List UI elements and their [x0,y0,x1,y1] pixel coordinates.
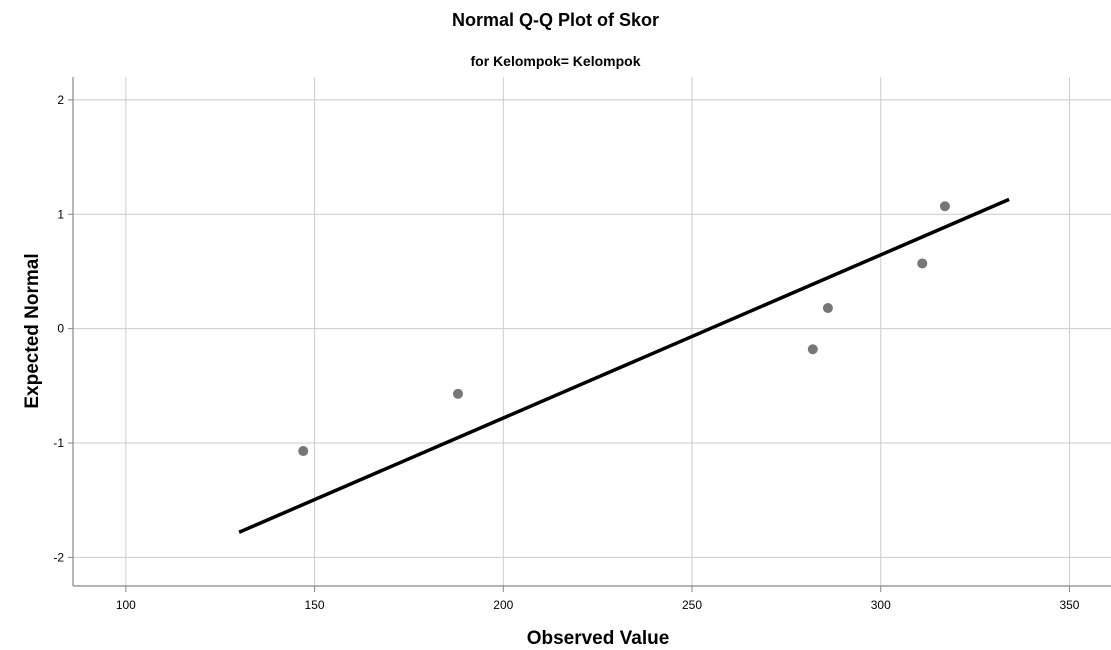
y-axis-label: Expected Normal [22,253,43,409]
y-tick-label: -1 [53,436,64,450]
chart-subtitle: for Kelompok= Kelompok [470,53,641,69]
y-tick-label: 1 [57,207,64,221]
x-tick-label: 250 [682,598,702,612]
y-tick-label: 2 [57,93,64,107]
gridlines [73,77,1111,586]
data-point [917,258,928,269]
y-tick-label: 0 [57,322,64,336]
x-tick-label: 150 [305,598,325,612]
data-point [939,201,950,212]
y-tick-labels: 2 1 0 -1 -2 [53,93,64,565]
axes [68,77,1111,592]
data-point [822,303,833,314]
x-axis-label: Observed Value [526,628,670,649]
chart-title: Normal Q-Q Plot of Skor [451,10,660,30]
data-point [807,344,818,355]
y-tick-label: -2 [53,550,64,564]
data-point [453,388,464,399]
reference-line [238,197,1010,534]
x-tick-label: 300 [871,598,891,612]
reference-line-group [238,197,1010,534]
data-points [298,201,950,457]
x-tick-label: 350 [1059,598,1079,612]
x-tick-labels: 100 150 200 250 300 350 [116,598,1080,612]
data-point [298,446,309,457]
x-tick-label: 200 [493,598,513,612]
x-tick-label: 100 [116,598,136,612]
